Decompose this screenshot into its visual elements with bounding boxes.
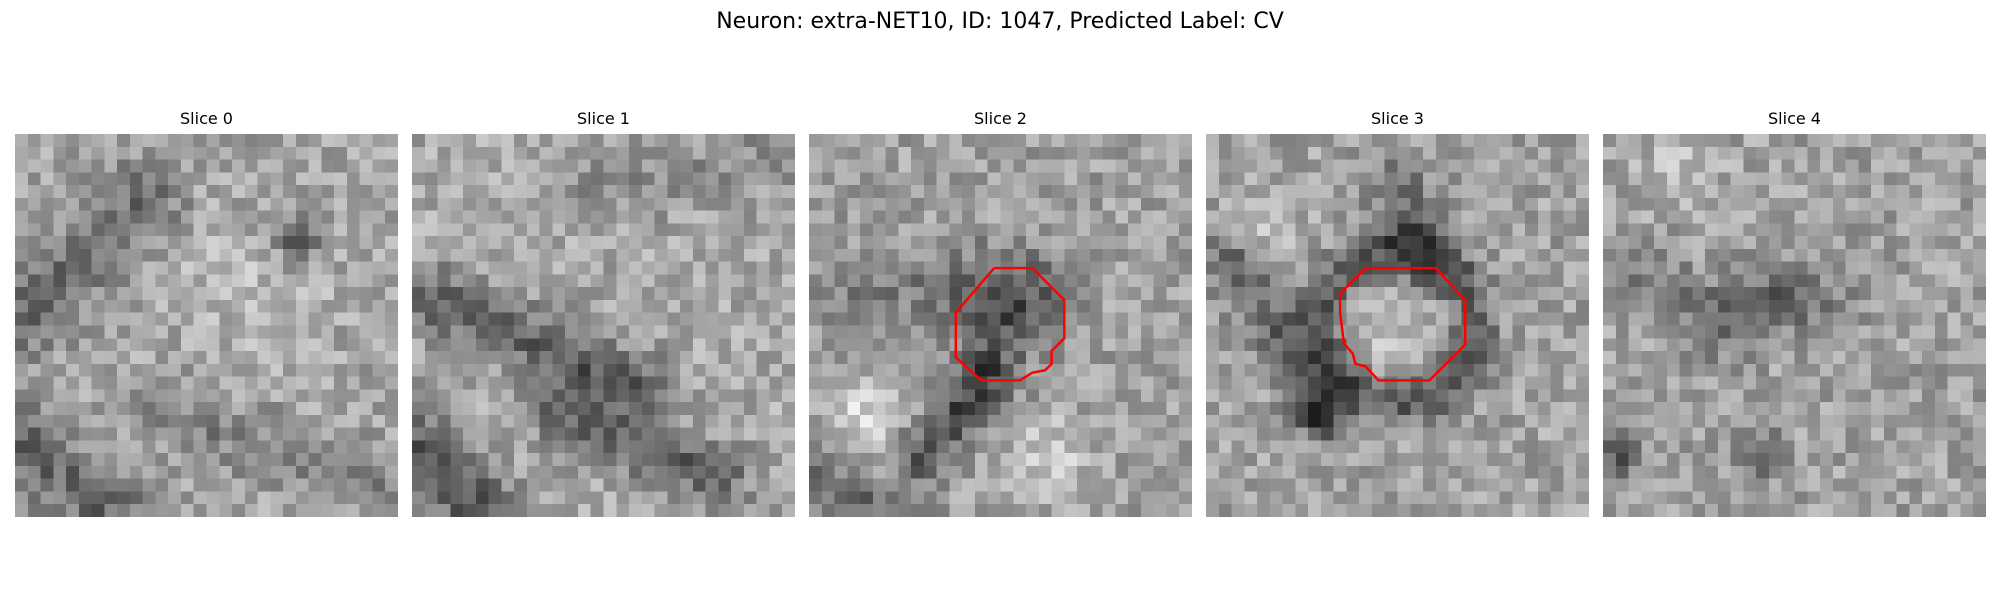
- slice-title: Slice 3: [1371, 109, 1424, 128]
- slice-title: Slice 2: [974, 109, 1027, 128]
- micrograph-svg: [412, 134, 795, 517]
- slice-title: Slice 1: [577, 109, 630, 128]
- micrograph-svg: [809, 134, 1192, 517]
- slice-image: [412, 134, 795, 517]
- slice-image: [1603, 134, 1986, 517]
- segmentation-contour: [1338, 266, 1467, 382]
- pixel-grid: [809, 134, 1192, 517]
- slice-panel-0: Slice 0: [15, 108, 398, 528]
- slice-panel-2: Slice 2: [809, 108, 1192, 528]
- slice-title: Slice 4: [1768, 109, 1821, 128]
- micrograph-svg: [15, 134, 398, 517]
- segmentation-contour: [954, 266, 1066, 382]
- slice-panel-4: Slice 4: [1603, 108, 1986, 528]
- figure-title: Neuron: extra-NET10, ID: 1047, Predicted…: [716, 9, 1284, 34]
- pixel-grid: [15, 134, 398, 517]
- pixel-grid: [1603, 134, 1986, 517]
- slice-title: Slice 0: [180, 109, 233, 128]
- pixel-grid: [412, 134, 795, 517]
- slice-image: [15, 134, 398, 517]
- slice-panel-1: Slice 1: [412, 108, 795, 528]
- slice-image: [809, 134, 1192, 517]
- micrograph-svg: [1603, 134, 1986, 517]
- slice-image: [1206, 134, 1589, 517]
- pixel-grid: [1206, 134, 1589, 517]
- micrograph-svg: [1206, 134, 1589, 517]
- slice-panel-3: Slice 3: [1206, 108, 1589, 528]
